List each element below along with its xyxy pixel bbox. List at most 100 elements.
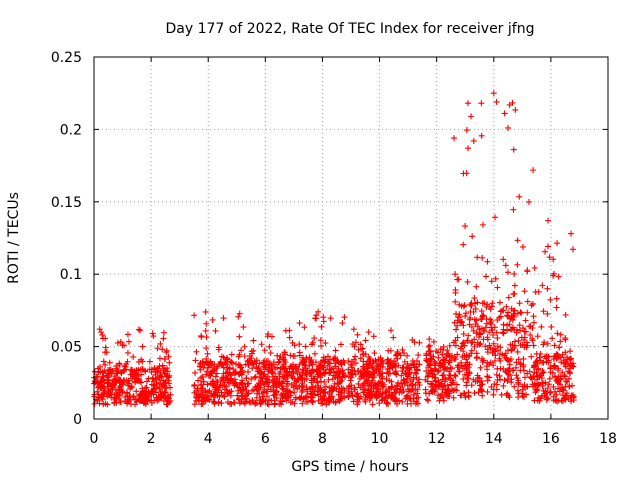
data-point — [452, 271, 459, 278]
data-point — [519, 341, 526, 348]
x-tick-label: 10 — [371, 431, 389, 447]
data-point — [525, 198, 532, 205]
data-point — [514, 348, 521, 355]
data-point — [425, 397, 432, 404]
data-point — [347, 377, 354, 384]
data-point — [322, 366, 329, 373]
data-point — [464, 278, 471, 285]
data-point — [358, 373, 365, 380]
data-point — [220, 370, 227, 377]
data-point — [102, 349, 109, 356]
data-point — [392, 389, 399, 396]
data-point — [315, 397, 322, 404]
data-point — [132, 379, 139, 386]
data-point — [478, 132, 485, 139]
data-point — [265, 331, 272, 338]
data-point — [372, 381, 379, 388]
data-point — [469, 339, 476, 346]
data-point — [117, 338, 124, 345]
data-point — [165, 374, 172, 381]
data-point — [202, 308, 209, 315]
data-point — [302, 343, 309, 350]
data-point — [150, 378, 157, 385]
data-point — [473, 283, 480, 290]
data-point — [338, 359, 345, 366]
data-point — [524, 309, 531, 316]
data-point — [445, 392, 452, 399]
data-point — [464, 337, 471, 344]
data-point — [413, 370, 420, 377]
data-point — [379, 370, 386, 377]
y-tick-label: 0.05 — [51, 340, 82, 356]
data-point — [392, 370, 399, 377]
data-point — [440, 364, 447, 371]
data-point — [102, 344, 109, 351]
data-point — [484, 349, 491, 356]
data-point — [167, 391, 174, 398]
data-point — [399, 398, 406, 405]
data-point — [416, 339, 423, 346]
data-point — [484, 377, 491, 384]
data-point — [248, 348, 255, 355]
data-point — [531, 264, 538, 271]
data-point — [223, 387, 230, 394]
data-point — [545, 381, 552, 388]
data-point — [558, 384, 565, 391]
data-point — [529, 325, 536, 332]
data-point — [476, 326, 483, 333]
x-tick-label: 16 — [542, 431, 560, 447]
data-point — [248, 376, 255, 383]
data-point — [451, 135, 458, 142]
data-point — [423, 350, 430, 357]
data-point — [284, 380, 291, 387]
data-point — [304, 394, 311, 401]
data-point — [331, 380, 338, 387]
data-point — [521, 337, 528, 344]
data-point — [311, 335, 318, 342]
data-point — [491, 381, 498, 388]
data-point — [99, 396, 106, 403]
data-point — [535, 366, 542, 373]
data-point — [501, 110, 508, 117]
data-point — [463, 382, 470, 389]
data-point — [371, 370, 378, 377]
data-point — [451, 319, 458, 326]
data-point — [505, 124, 512, 131]
data-point — [511, 383, 518, 390]
data-point — [544, 390, 551, 397]
data-point — [266, 366, 273, 373]
data-point — [430, 338, 437, 345]
data-point — [341, 314, 348, 321]
data-point — [299, 369, 306, 376]
data-point — [226, 364, 233, 371]
x-tick-label: 6 — [261, 431, 270, 447]
data-point — [399, 364, 406, 371]
data-point — [133, 388, 140, 395]
data-point — [275, 359, 282, 366]
data-point — [231, 376, 238, 383]
data-point — [464, 375, 471, 382]
data-point — [455, 276, 462, 283]
data-point — [199, 373, 206, 380]
data-point — [276, 379, 283, 386]
data-point — [362, 337, 369, 344]
data-point — [562, 363, 569, 370]
data-point — [254, 368, 261, 375]
data-point — [227, 371, 234, 378]
data-point — [562, 396, 569, 403]
data-point — [382, 395, 389, 402]
data-point — [562, 311, 569, 318]
data-point — [291, 375, 298, 382]
data-point — [479, 358, 486, 365]
data-point — [540, 341, 547, 348]
data-point — [497, 344, 504, 351]
data-point — [216, 384, 223, 391]
data-point — [462, 310, 469, 317]
data-point — [245, 368, 252, 375]
data-point — [206, 362, 213, 369]
data-point — [487, 306, 494, 313]
data-point — [414, 386, 421, 393]
data-point — [556, 344, 563, 351]
data-point — [469, 233, 476, 240]
